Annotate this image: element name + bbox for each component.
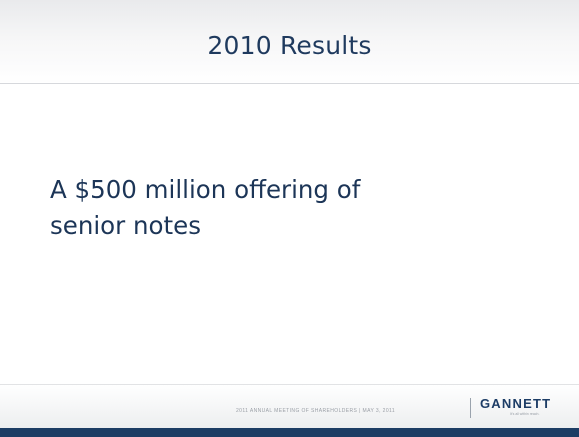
logo-wordmark: GANNETT: [480, 396, 552, 411]
footer-band: [0, 384, 579, 429]
body-line: senior notes: [50, 211, 201, 240]
slide-body: A $500 million offering of senior notes: [50, 172, 530, 244]
footer-meeting-text: 2011 ANNUAL MEETING OF SHAREHOLDERS | MA…: [236, 408, 396, 414]
logo-tagline: It's all within reach.: [510, 412, 540, 416]
bottom-accent-bar: [0, 428, 579, 437]
title-divider: [0, 83, 579, 84]
title-band: [0, 0, 579, 84]
slide-title: 2010 Results: [207, 31, 372, 60]
footer-divider: [470, 398, 471, 418]
gannett-logo: GANNETT It's all within reach.: [480, 396, 570, 422]
body-line: A $500 million offering of: [50, 175, 361, 204]
